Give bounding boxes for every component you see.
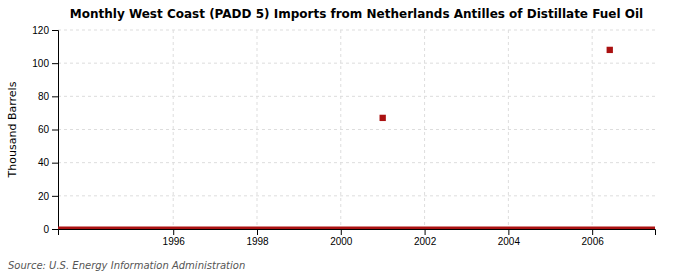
grid-line	[58, 30, 655, 31]
tick-mark	[592, 229, 593, 235]
source: Source: U.S. Energy Information Administ…	[8, 260, 245, 271]
tick-mark	[52, 63, 58, 64]
baseline	[58, 227, 655, 230]
axis-line	[59, 230, 656, 236]
title: Monthly West Coast (PADD 5) Imports from…	[70, 7, 643, 21]
grid-line	[58, 96, 655, 97]
tick-label: 1998	[246, 236, 269, 247]
grid-line	[58, 162, 655, 163]
tick-mark	[425, 229, 426, 235]
tick-mark	[52, 30, 58, 31]
grid-line	[58, 195, 655, 196]
tick: 2000	[330, 229, 353, 247]
plot-area: 1996 1998 2000 2002 2004 2006 0 20 40 60 80 100 120	[32, 25, 655, 247]
tick: 60	[38, 124, 58, 135]
marks	[58, 47, 655, 229]
tick: 20	[38, 191, 58, 202]
tick-label: 0	[43, 224, 49, 235]
tick-mark	[52, 163, 58, 164]
tick-label: 1996	[163, 236, 186, 247]
y-axis-title: Thousand Barrels	[6, 81, 19, 178]
tick-label: 2006	[582, 236, 605, 247]
grid-line	[58, 129, 655, 130]
tick-mark	[52, 130, 58, 131]
tick-label: 2002	[414, 236, 437, 247]
tick-label: 40	[38, 157, 50, 168]
tick-mark	[52, 229, 58, 230]
tick: 0	[43, 224, 58, 235]
tick: 1998	[246, 229, 269, 247]
tick: 2002	[414, 229, 437, 247]
grid-line	[58, 63, 655, 64]
tick-label: 60	[38, 124, 50, 135]
tick-mark	[173, 229, 174, 235]
tick-label: 20	[38, 191, 50, 202]
tick-mark	[341, 229, 342, 235]
tick-mark	[257, 229, 258, 235]
tick-label: 80	[38, 91, 50, 102]
tick: 1996	[163, 229, 186, 247]
grid	[58, 30, 655, 229]
x-axis: 1996 1998 2000 2002 2004 2006	[59, 229, 656, 247]
point	[607, 47, 613, 53]
tick-mark	[52, 96, 58, 97]
tick-label: 2004	[498, 236, 521, 247]
tick-label: 120	[32, 25, 49, 36]
tick-label: 100	[32, 58, 49, 69]
chart: 1996 1998 2000 2002 2004 2006 0 20 40 60 80 100 120 M…	[0, 0, 675, 275]
y-axis: 0 20 40 60 80 100 120	[32, 25, 58, 235]
tick-label: 2000	[330, 236, 353, 247]
tick: 40	[38, 157, 58, 168]
point	[380, 115, 386, 121]
tick: 2004	[498, 229, 521, 247]
tick-mark	[52, 196, 58, 197]
tick: 80	[38, 91, 58, 102]
axis-line	[52, 31, 59, 230]
tick: 100	[32, 58, 58, 69]
tick: 120	[32, 25, 58, 36]
tick: 2006	[582, 229, 605, 247]
tick-mark	[508, 229, 509, 235]
